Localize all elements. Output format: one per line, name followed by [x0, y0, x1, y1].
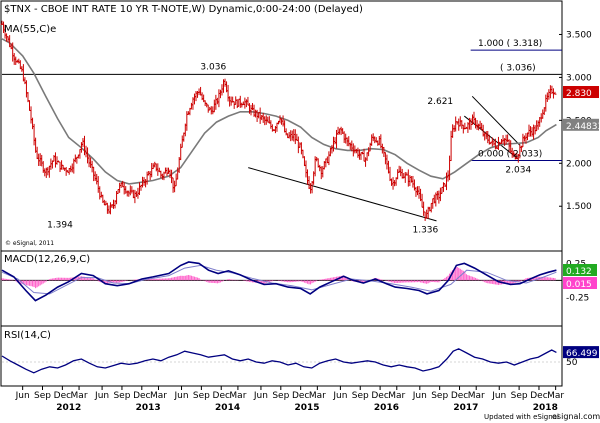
footer-credit: Updated with eSignal [484, 413, 559, 421]
rsi-label: RSI(14,C) [4, 330, 51, 341]
month-tick-label: Dec [371, 391, 388, 401]
macd-value-badge-label: 0.015 [566, 280, 592, 290]
year-tick-label: 2017 [453, 403, 478, 413]
ma-line [1, 38, 557, 185]
month-tick-label: Mar [547, 391, 564, 401]
month-tick-label: Mar [468, 391, 485, 401]
price-annotation: 0.000 ( 2.033) [478, 149, 542, 159]
price-panel: 1.5002.0002.5003.0003.5001.3943.0361.336… [0, 20, 600, 235]
rsi-value-badge [563, 346, 599, 359]
price-value-badge-label: 2.44833 [566, 122, 600, 132]
month-tick-label: Mar [229, 391, 246, 401]
month-tick-label: Dec [292, 391, 309, 401]
price-annotation: 3.036 [200, 62, 226, 72]
macd-value-badge [563, 264, 597, 276]
year-tick-label: 2014 [215, 403, 240, 413]
copyright-text: © eSignal, 2011 [5, 240, 54, 247]
month-tick-label: Dec [451, 391, 468, 401]
month-tick-label: Dec [133, 391, 150, 401]
price-value-badge-label: 2.830 [566, 89, 592, 99]
ma-label: MA(55,C)e [4, 24, 56, 35]
price-annotation: 1.000 ( 3.318) [478, 39, 542, 49]
price-tick-label: 2.000 [566, 159, 592, 169]
macd-value-badge [563, 277, 597, 289]
price-bar [553, 91, 557, 95]
month-tick-label: Sep [272, 391, 289, 401]
month-tick-label: Dec [54, 391, 71, 401]
macd-tick-label: -0.25 [566, 293, 589, 303]
rsi-tick-label: 50 [566, 358, 578, 368]
rsi-value-badge-label: 66.499 [566, 349, 598, 359]
month-tick-label: Dec [213, 391, 230, 401]
month-tick-label: Jun [253, 391, 268, 401]
year-tick-label: 2016 [374, 403, 399, 413]
price-value-badge [563, 86, 599, 99]
month-tick-label: Mar [309, 391, 326, 401]
month-tick-label: Sep [511, 391, 528, 401]
macd-signal-line [1, 264, 557, 295]
trendline [471, 95, 521, 146]
month-tick-label: Jun [412, 391, 427, 401]
month-tick-label: Jun [332, 391, 347, 401]
month-tick-label: Sep [352, 391, 369, 401]
price-annotation: 1.336 [412, 225, 438, 235]
macd-value-badge-label: 0.132 [566, 267, 592, 277]
year-tick-label: 2018 [533, 403, 558, 413]
price-annotation: 1.394 [47, 220, 73, 230]
month-tick-label: Dec [530, 391, 547, 401]
rsi-panel-frame [0, 325, 563, 387]
time-axis: Jun Sep Dec Mar Jun Sep Dec Mar Jun Sep Dec Mar Jun S… [15, 386, 564, 413]
price-annotation: 2.621 [427, 97, 453, 107]
month-tick-label: Jun [94, 391, 109, 401]
month-tick-label: Sep [34, 391, 51, 401]
year-tick-label: 2015 [294, 403, 319, 413]
month-tick-label: Mar [71, 391, 88, 401]
year-tick-label: 2013 [136, 403, 161, 413]
price-annotation: 2.034 [505, 165, 531, 175]
chart-title: $TNX - CBOE INT RATE 10 YR T-NOTE,W) Dyn… [4, 4, 363, 15]
month-tick-label: Jun [173, 391, 188, 401]
month-tick-label: Sep [113, 391, 130, 401]
month-tick-label: Mar [388, 391, 405, 401]
month-tick-label: Mar [150, 391, 167, 401]
year-tick-label: 2012 [56, 403, 81, 413]
price-tick-label: 1.500 [566, 202, 592, 212]
price-tick-label: 3.500 [566, 30, 592, 40]
trendline [248, 167, 437, 222]
month-tick-label: Sep [431, 391, 448, 401]
macd-line [1, 261, 557, 302]
month-tick-label: Sep [193, 391, 210, 401]
rsi-line [1, 348, 557, 374]
price-value-badge [563, 118, 599, 131]
price-annotation: ( 3.036) [500, 63, 536, 73]
month-tick-label: Jun [491, 391, 506, 401]
month-tick-label: Jun [15, 391, 30, 401]
price-tick-label: 3.000 [566, 73, 592, 83]
macd-label: MACD(12,26,9,C) [4, 254, 90, 265]
esignal-logo: esignal.com [552, 412, 600, 421]
